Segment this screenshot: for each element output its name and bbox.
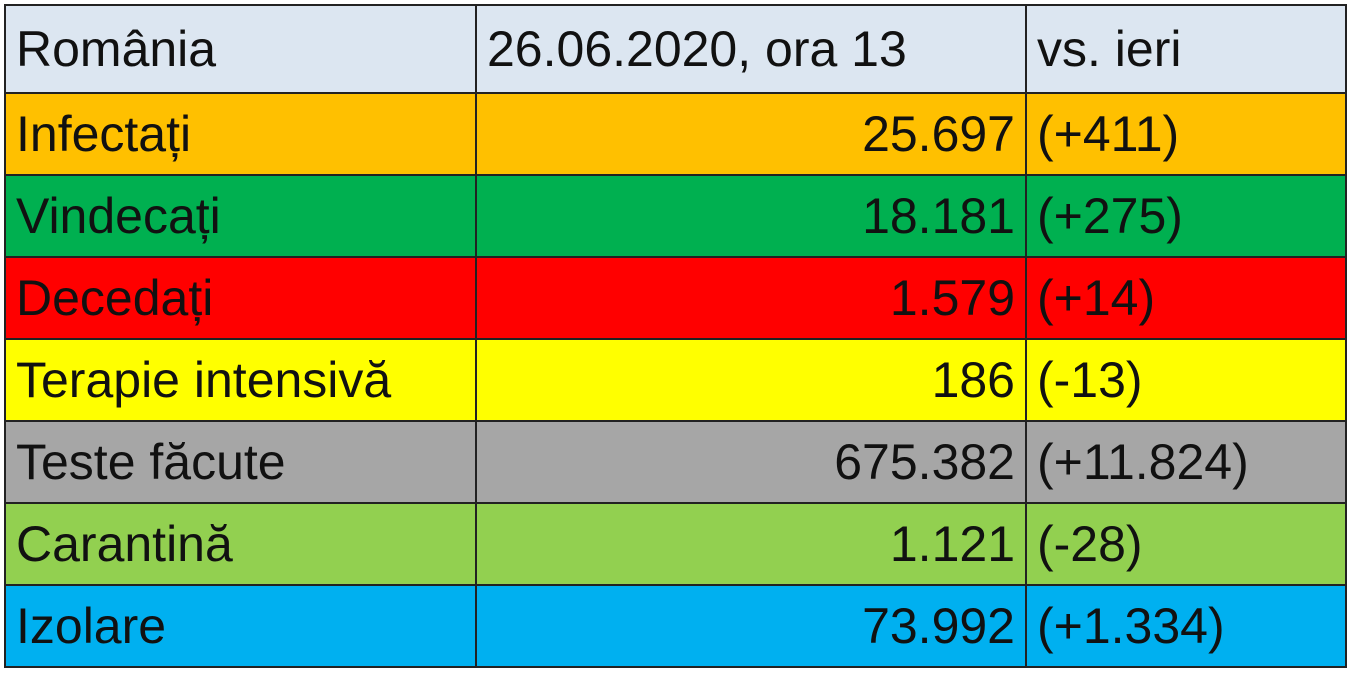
stats-table: România 26.06.2020, ora 13 vs. ieri Infe…	[4, 4, 1347, 668]
row-change: (+275)	[1025, 174, 1347, 258]
row-value: 675.382	[475, 420, 1027, 504]
row-label: Terapie intensivă	[4, 338, 477, 422]
row-label: Vindecați	[4, 174, 477, 258]
row-value: 73.992	[475, 584, 1027, 668]
data-row: Decedați 1.579 (+14)	[4, 256, 1347, 340]
row-value: 25.697	[475, 92, 1027, 176]
row-label: Infectați	[4, 92, 477, 176]
data-row: Carantină 1.121 (-28)	[4, 502, 1347, 586]
data-row: Infectați 25.697 (+411)	[4, 92, 1347, 176]
row-change: (-28)	[1025, 502, 1347, 586]
data-row: Teste făcute 675.382 (+11.824)	[4, 420, 1347, 504]
row-label: Carantină	[4, 502, 477, 586]
header-cell: 26.06.2020, ora 13	[475, 4, 1027, 94]
header-cell: vs. ieri	[1025, 4, 1347, 94]
row-label: Teste făcute	[4, 420, 477, 504]
header-row: România 26.06.2020, ora 13 vs. ieri	[4, 4, 1347, 94]
row-change: (+1.334)	[1025, 584, 1347, 668]
data-row: Terapie intensivă 186 (-13)	[4, 338, 1347, 422]
header-cell: România	[4, 4, 477, 94]
row-label: Izolare	[4, 584, 477, 668]
row-value: 1.579	[475, 256, 1027, 340]
row-change: (+14)	[1025, 256, 1347, 340]
row-value: 186	[475, 338, 1027, 422]
row-change: (-13)	[1025, 338, 1347, 422]
row-value: 1.121	[475, 502, 1027, 586]
row-change: (+411)	[1025, 92, 1347, 176]
row-value: 18.181	[475, 174, 1027, 258]
data-row: Izolare 73.992 (+1.334)	[4, 584, 1347, 668]
row-label: Decedați	[4, 256, 477, 340]
data-row: Vindecați 18.181 (+275)	[4, 174, 1347, 258]
row-change: (+11.824)	[1025, 420, 1347, 504]
